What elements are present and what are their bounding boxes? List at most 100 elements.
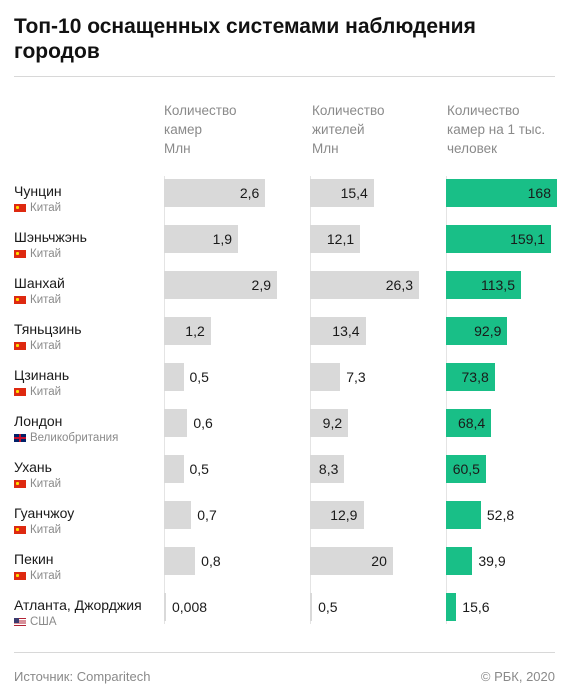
bar-series-1 [164,455,184,483]
bar-series-1 [164,271,277,299]
country-name: Китай [30,524,62,536]
bar-series-2 [310,225,361,253]
bar-series-1 [164,179,266,207]
column-header-line: Количество [164,103,237,118]
flag-us-icon [14,618,26,626]
data-label: 92,9 [474,323,502,339]
data-label: 15,6 [462,599,490,615]
footer-divider [14,652,555,653]
column-header-population: Количество жителей Млн [312,101,432,158]
country-name: Великобритания [30,432,119,444]
data-label: 7,3 [346,369,366,385]
bar-series-3 [446,593,457,621]
country-label: Китай [14,294,61,306]
country-name: США [30,616,57,628]
column-header-line: человек [447,141,498,156]
country-name: Китай [30,202,62,214]
country-label: Китай [14,524,61,536]
data-label: 0,7 [197,507,217,523]
data-label: 0,5 [189,461,209,477]
flag-cn-icon [14,296,26,304]
column-separator [310,176,311,624]
data-label: 60,5 [452,461,480,477]
bar-series-3 [446,225,552,253]
bar-series-2 [310,455,345,483]
bar-series-3 [446,179,557,207]
column-header-line: Млн [164,141,191,156]
country-label: Китай [14,202,61,214]
column-header-line: камер [164,122,203,137]
data-label: 0,8 [201,553,221,569]
data-label: 15,4 [340,185,368,201]
flag-cn-icon [14,250,26,258]
column-header-cameras: Количество камер Млн [164,101,284,158]
flag-cn-icon [14,526,26,534]
city-name: Цзинань [14,367,70,383]
data-label: 13,4 [332,323,360,339]
bar-series-2 [310,317,366,345]
bar-series-3 [446,363,495,391]
bar-series-3 [446,271,521,299]
country-label: Китай [14,570,61,582]
city-name: Атланта, Джорджия [14,597,142,613]
bar-series-2 [310,179,374,207]
city-name: Лондон [14,413,63,429]
data-label: 1,9 [212,231,233,247]
flag-cn-icon [14,204,26,212]
country-name: Китай [30,478,62,490]
bar-series-3 [446,547,473,575]
column-header-line: Количество [447,103,520,118]
flag-uk-icon [14,434,26,442]
country-label: Китай [14,478,61,490]
data-label: 159,1 [510,231,546,247]
data-label: 20 [371,553,387,569]
country-label: Китай [14,248,61,260]
data-label: 52,8 [486,507,515,523]
bar-series-2 [310,271,419,299]
country-label: Китай [14,340,61,352]
country-name: Китай [30,248,62,260]
chart-title: Топ-10 оснащенных системами наблюдения г… [14,15,476,63]
bar-series-2 [310,363,341,391]
source-note: Источник: Comparitech [14,669,151,684]
data-label: 39,9 [478,553,506,569]
country-label: Великобритания [14,432,118,444]
bar-series-1 [164,225,238,253]
data-label: 113,5 [480,277,515,293]
bar-series-3 [446,455,486,483]
column-header-per-thousand: Количество камер на 1 тыс. человек [447,101,567,158]
bar-series-3 [446,317,508,345]
flag-cn-icon [14,388,26,396]
bar-series-3 [446,501,481,529]
data-label: 0,5 [189,369,209,385]
data-label: 73,8 [461,369,489,385]
data-label: 12,9 [330,507,358,523]
bar-series-3 [446,409,492,437]
bar-series-2 [310,501,364,529]
column-separator [446,176,447,624]
city-name: Ухань [14,459,52,475]
data-label: 0,6 [193,415,213,431]
column-header-line: Млн [312,141,339,156]
city-name: Гуанчжоу [14,505,75,521]
flag-cn-icon [14,480,26,488]
data-label: 12,1 [326,231,355,247]
country-name: Китай [30,386,62,398]
column-header-line: Количество [312,103,385,118]
city-name: Шэньчжэнь [14,229,87,245]
bar-series-1 [164,501,192,529]
data-label: 8,3 [318,461,339,477]
country-name: Китай [30,340,62,352]
data-label: 9,2 [322,415,343,431]
column-header-line: жителей [312,122,365,137]
bar-series-2 [310,593,313,621]
city-name: Чунцин [14,183,62,199]
bar-series-1 [164,547,196,575]
country-name: Китай [30,570,62,582]
bar-series-1 [164,409,188,437]
column-header-line: камер на 1 тыс. [447,122,546,137]
city-name: Пекин [14,551,54,567]
city-name: Тяньцзинь [14,321,82,337]
data-label: 1,2 [185,323,205,339]
flag-cn-icon [14,572,26,580]
